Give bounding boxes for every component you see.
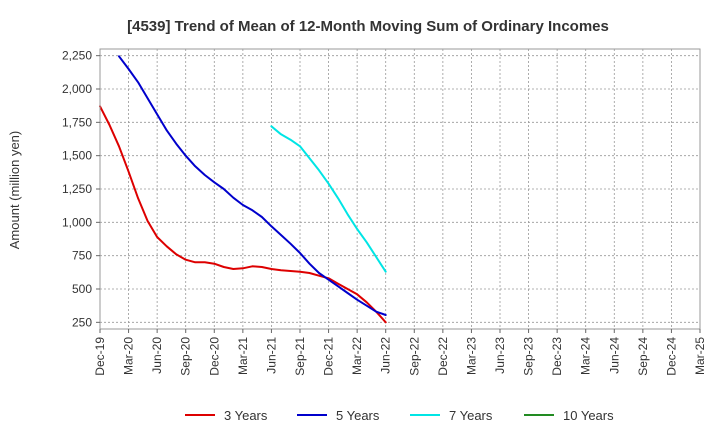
x-tick-label: Dec-22 xyxy=(436,337,450,376)
x-tick-label: Mar-24 xyxy=(579,337,593,375)
x-tick-label: Sep-20 xyxy=(179,337,193,376)
y-axis: 250 500 750 1,000 1,250 1,500 1,750 2,000 2,250 xyxy=(62,49,100,329)
chart-title: [4539] Trend of Mean of 12-Month Moving … xyxy=(127,18,609,35)
x-tick-label: Dec-20 xyxy=(207,337,221,376)
x-tick-label: Mar-21 xyxy=(236,337,250,375)
y-axis-label: Amount (million yen) xyxy=(7,131,22,250)
x-tick-label: Jun-24 xyxy=(607,337,621,374)
y-tick-label: 2,000 xyxy=(62,82,92,96)
series-line-7-years xyxy=(270,125,387,273)
y-tick-label: 750 xyxy=(72,249,92,263)
plot-area xyxy=(99,48,701,330)
legend-label: 3 Years xyxy=(224,408,268,423)
x-axis: Dec-19 Mar-20 Jun-20 Sep-20 Dec-20 Mar-21 Jun-… xyxy=(93,329,707,376)
y-tick-label: 1,500 xyxy=(62,149,92,163)
x-tick-label: Mar-20 xyxy=(122,337,136,375)
x-tick-label: Jun-23 xyxy=(493,337,507,374)
x-tick-label: Jun-22 xyxy=(379,337,393,374)
x-tick-label: Mar-22 xyxy=(350,337,364,375)
legend-label: 7 Years xyxy=(449,408,493,423)
x-tick-label: Dec-23 xyxy=(550,337,564,376)
x-tick-label: Sep-23 xyxy=(522,337,536,376)
legend: 3 Years 5 Years 7 Years 10 Years xyxy=(185,408,614,423)
series-line-5-years xyxy=(118,55,387,316)
y-tick-label: 1,750 xyxy=(62,115,92,129)
y-tick-label: 250 xyxy=(72,315,92,329)
y-tick-label: 1,250 xyxy=(62,182,92,196)
y-tick-label: 1,000 xyxy=(62,215,92,229)
x-tick-label: Sep-21 xyxy=(293,337,307,376)
x-tick-label: Jun-20 xyxy=(150,337,164,374)
x-tick-label: Dec-21 xyxy=(322,337,336,376)
x-tick-label: Dec-24 xyxy=(664,337,678,376)
x-tick-label: Sep-22 xyxy=(407,337,421,376)
series-line-3-years xyxy=(99,105,387,324)
x-tick-label: Sep-24 xyxy=(636,337,650,376)
y-tick-label: 2,250 xyxy=(62,49,92,63)
x-tick-label: Mar-25 xyxy=(693,337,707,375)
x-tick-label: Dec-19 xyxy=(93,337,107,376)
y-tick-label: 500 xyxy=(72,282,92,296)
legend-label: 10 Years xyxy=(563,408,614,423)
legend-label: 5 Years xyxy=(336,408,380,423)
x-tick-label: Mar-23 xyxy=(464,337,478,375)
x-tick-label: Jun-21 xyxy=(264,337,278,374)
